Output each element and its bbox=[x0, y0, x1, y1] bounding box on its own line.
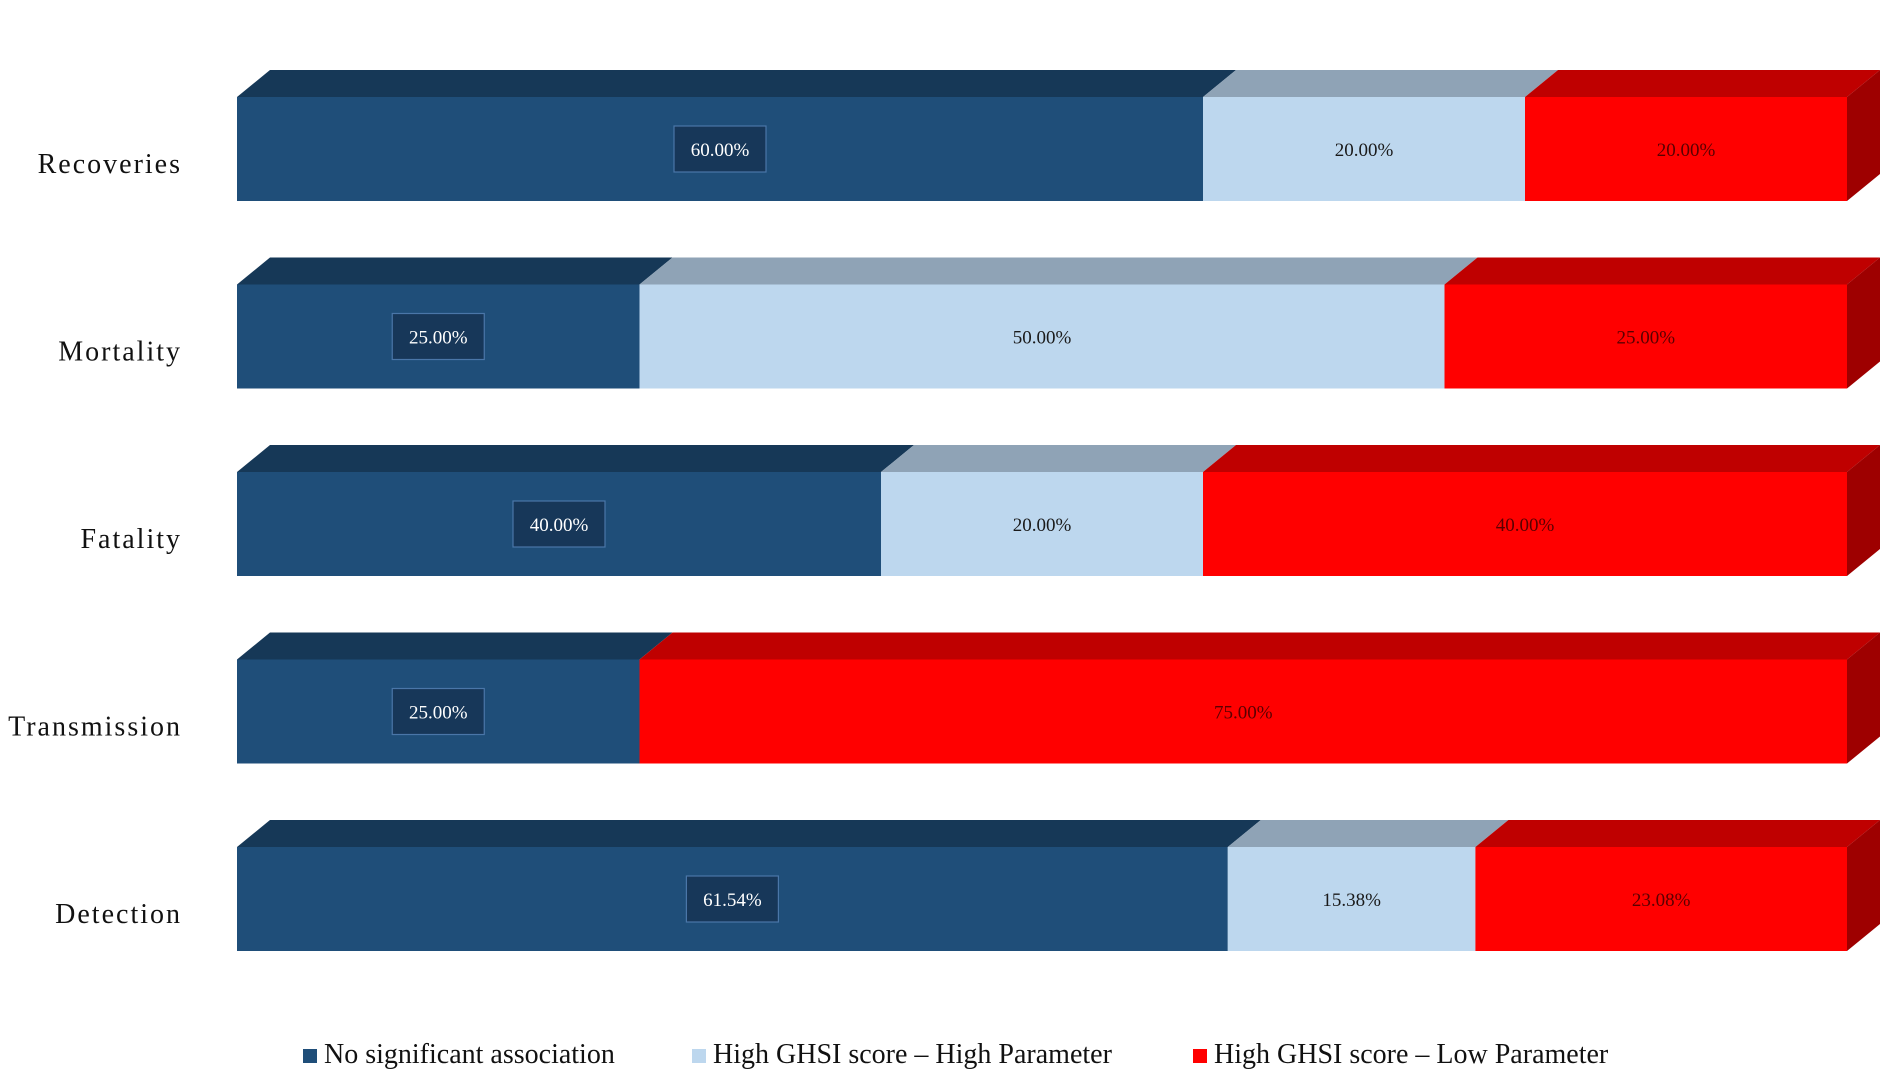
legend-item-no-significant-association: No significant association bbox=[303, 1039, 615, 1070]
category-label-detection: Detection bbox=[55, 899, 182, 930]
bar-top-face bbox=[1525, 70, 1880, 97]
bar-top-face bbox=[237, 445, 914, 472]
legend-item-high-ghsi-score-low-parameter: High GHSI score – Low Parameter bbox=[1193, 1039, 1609, 1070]
data-label-text: 61.54% bbox=[703, 890, 762, 911]
bar-side-face bbox=[1847, 820, 1880, 951]
bar-segment-mortality-high-ghsi-score-high-parameter bbox=[639, 257, 1478, 389]
bar-top-face bbox=[237, 820, 1261, 847]
bar-front-face bbox=[1203, 97, 1525, 201]
category-label-transmission: Transmission bbox=[8, 712, 182, 743]
data-label-box bbox=[673, 125, 767, 173]
data-label-text: 20.00% bbox=[1013, 515, 1072, 536]
bar-segment-mortality-high-ghsi-score-low-parameter bbox=[1444, 257, 1880, 389]
bar-top-face bbox=[639, 632, 1880, 660]
category-label-mortality: Mortality bbox=[58, 337, 182, 368]
data-label-box bbox=[391, 312, 485, 361]
bar-front-face bbox=[1525, 97, 1847, 201]
data-label-fatality-high-ghsi-score-high-parameter: 20.00% bbox=[1013, 515, 1072, 536]
bar-top-face bbox=[1475, 820, 1880, 847]
bar-top-face bbox=[639, 257, 1478, 285]
bar-top-face bbox=[1203, 445, 1880, 472]
bar-segment-recoveries-high-ghsi-score-low-parameter bbox=[1525, 70, 1880, 201]
data-label-text: 23.08% bbox=[1632, 890, 1691, 911]
legend-swatch bbox=[1193, 1049, 1207, 1063]
bar-front-face bbox=[1203, 472, 1847, 576]
data-label-box bbox=[391, 687, 485, 736]
data-label-mortality-high-ghsi-score-low-parameter: 25.00% bbox=[1616, 328, 1675, 349]
data-label-text: 60.00% bbox=[691, 140, 750, 161]
bar-segment-recoveries-high-ghsi-score-high-parameter bbox=[1203, 70, 1558, 201]
data-label-detection-no-significant-association: 61.54% bbox=[685, 875, 779, 923]
data-label-text: 50.00% bbox=[1013, 328, 1072, 349]
bars-layer bbox=[237, 70, 1880, 951]
data-label-text: 75.00% bbox=[1214, 703, 1273, 724]
data-label-transmission-no-significant-association: 25.00% bbox=[391, 687, 485, 736]
bar-segment-detection-high-ghsi-score-low-parameter bbox=[1475, 820, 1880, 951]
data-label-text: 20.00% bbox=[1657, 140, 1716, 161]
data-label-text: 20.00% bbox=[1335, 140, 1394, 161]
bar-front-face bbox=[1227, 847, 1476, 951]
bar-top-face bbox=[1444, 257, 1880, 285]
legend-label: High GHSI score – High Parameter bbox=[713, 1039, 1113, 1070]
bar-top-face bbox=[237, 632, 673, 660]
bar-front-face bbox=[639, 284, 1445, 389]
bar-side-face bbox=[1847, 257, 1880, 389]
data-label-text: 25.00% bbox=[409, 703, 468, 724]
bar-side-face bbox=[1847, 445, 1880, 576]
data-label-fatality-no-significant-association: 40.00% bbox=[512, 500, 606, 548]
labels-layer: Recoveries 60.00% 20.00% 20.00% Mortality 25.… bbox=[8, 125, 1716, 930]
legend-label: No significant association bbox=[324, 1039, 615, 1070]
bar-front-face bbox=[881, 472, 1203, 576]
data-label-recoveries-no-significant-association: 60.00% bbox=[673, 125, 767, 173]
data-label-text: 25.00% bbox=[1616, 328, 1675, 349]
bar-top-face bbox=[1203, 70, 1558, 97]
legend-swatch bbox=[692, 1049, 706, 1063]
bar-front-face bbox=[1475, 847, 1847, 951]
bar-segment-detection-high-ghsi-score-high-parameter bbox=[1227, 820, 1509, 951]
bar-front-face bbox=[1444, 284, 1847, 389]
bar-side-face bbox=[1847, 70, 1880, 201]
data-label-mortality-no-significant-association: 25.00% bbox=[391, 312, 485, 361]
bar-top-face bbox=[1227, 820, 1509, 847]
bar-top-face bbox=[237, 70, 1236, 97]
data-label-transmission-high-ghsi-score-low-parameter: 75.00% bbox=[1214, 703, 1273, 724]
data-label-recoveries-high-ghsi-score-low-parameter: 20.00% bbox=[1657, 140, 1716, 161]
data-label-text: 40.00% bbox=[530, 515, 589, 536]
legend-swatch bbox=[303, 1049, 317, 1063]
category-label-recoveries: Recoveries bbox=[38, 149, 182, 180]
legend-item-high-ghsi-score-high-parameter: High GHSI score – High Parameter bbox=[692, 1039, 1113, 1070]
bar-segment-fatality-high-ghsi-score-high-parameter bbox=[881, 445, 1236, 576]
bar-segment-transmission-high-ghsi-score-low-parameter bbox=[639, 632, 1880, 764]
bar-top-face bbox=[237, 257, 673, 285]
bar-front-face bbox=[639, 659, 1847, 764]
legend: No significant association High GHSI scor… bbox=[303, 1039, 1609, 1070]
data-label-text: 25.00% bbox=[409, 328, 468, 349]
bar-top-face bbox=[881, 445, 1236, 472]
data-label-fatality-high-ghsi-score-low-parameter: 40.00% bbox=[1496, 515, 1555, 536]
data-label-box bbox=[685, 875, 779, 923]
category-label-fatality: Fatality bbox=[80, 524, 182, 555]
data-label-text: 15.38% bbox=[1322, 890, 1381, 911]
legend-label: High GHSI score – Low Parameter bbox=[1214, 1039, 1609, 1070]
bar-segment-fatality-no-significant-association bbox=[237, 445, 914, 576]
bar-segment-fatality-high-ghsi-score-low-parameter bbox=[1203, 445, 1880, 576]
data-label-mortality-high-ghsi-score-high-parameter: 50.00% bbox=[1013, 328, 1072, 349]
data-label-detection-high-ghsi-score-low-parameter: 23.08% bbox=[1632, 890, 1691, 911]
bar-side-face bbox=[1847, 632, 1880, 764]
data-label-recoveries-high-ghsi-score-high-parameter: 20.00% bbox=[1335, 140, 1394, 161]
data-label-text: 40.00% bbox=[1496, 515, 1555, 536]
data-label-box bbox=[512, 500, 606, 548]
data-label-detection-high-ghsi-score-high-parameter: 15.38% bbox=[1322, 890, 1381, 911]
